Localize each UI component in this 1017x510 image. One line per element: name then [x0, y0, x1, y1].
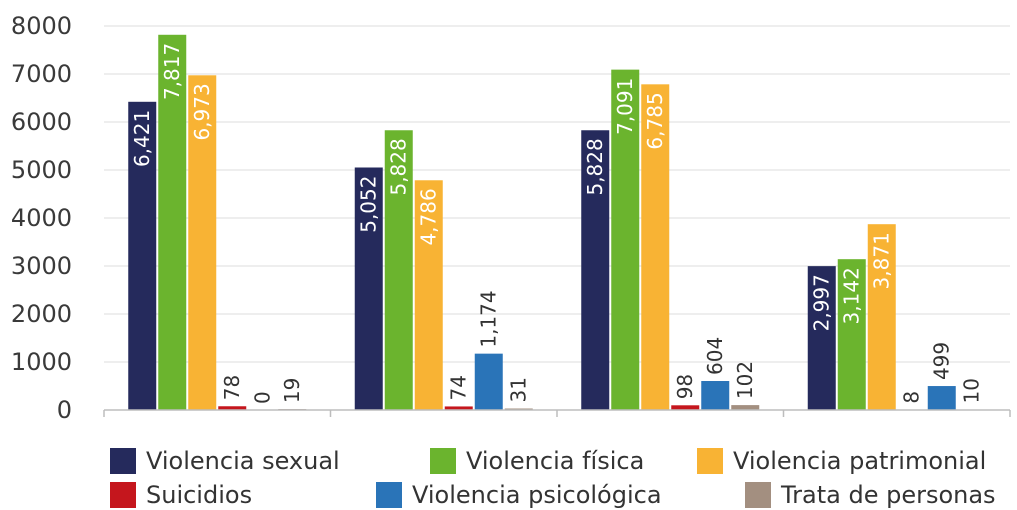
data-label: 2,997 [810, 274, 834, 331]
y-tick-label: 3000 [11, 252, 72, 280]
bar-chart: 0 1000 2000 3000 4000 5000 6000 7000 8000 6,421 5… [0, 0, 1017, 436]
legend-item-trata-de-personas: Trata de personas [745, 480, 996, 510]
legend-swatch [430, 448, 456, 474]
y-tick-label: 8000 [11, 12, 72, 40]
legend-label: Violencia psicológica [412, 481, 662, 509]
bar [701, 381, 729, 410]
legend-item-suicidios: Suicidios [110, 480, 252, 510]
data-label: 604 [703, 337, 727, 375]
legend-item-violencia-sexual: Violencia sexual [110, 446, 340, 476]
y-axis-ticks: 0 1000 2000 3000 4000 5000 6000 7000 8000 [11, 12, 72, 424]
data-label: 5,052 [357, 176, 381, 233]
y-tick-label: 1000 [11, 348, 72, 376]
data-label: 5,828 [583, 138, 607, 195]
data-label: 6,785 [643, 92, 667, 149]
legend-label: Suicidios [146, 481, 252, 509]
bar [475, 354, 503, 410]
y-tick-label: 2000 [11, 300, 72, 328]
data-label: 102 [733, 361, 757, 399]
data-label: 98 [673, 374, 697, 399]
data-label: 7,817 [160, 43, 184, 100]
y-tick-label: 7000 [11, 60, 72, 88]
data-label: 5,828 [387, 138, 411, 195]
data-label: 78 [220, 375, 244, 400]
legend-item-violencia-psicologica: Violencia psicológica [376, 480, 662, 510]
legend-label: Violencia física [466, 447, 644, 475]
data-label: 7,091 [613, 78, 637, 135]
data-label: 74 [447, 375, 471, 400]
legend-swatch [697, 448, 723, 474]
legend-swatch [110, 482, 136, 508]
y-tick-label: 5000 [11, 156, 72, 184]
legend: Violencia sexual Violencia física Violen… [0, 436, 1017, 509]
y-tick-label: 6000 [11, 108, 72, 136]
data-label: 19 [280, 378, 304, 403]
legend-label: Trata de personas [781, 481, 996, 509]
x-axis [104, 410, 1010, 417]
legend-label: Violencia sexual [146, 447, 340, 475]
data-label: 10 [960, 378, 984, 403]
data-label: 8 [900, 391, 924, 404]
data-label: 3,871 [870, 232, 894, 289]
bar [928, 386, 956, 410]
data-label: 1,174 [477, 290, 501, 347]
data-label: 6,421 [130, 110, 154, 167]
legend-swatch [110, 448, 136, 474]
data-label: 4,786 [417, 188, 441, 245]
bars [128, 35, 986, 410]
y-tick-label: 0 [57, 396, 72, 424]
data-label: 6,973 [190, 83, 214, 140]
legend-label: Violencia patrimonial [733, 447, 986, 475]
data-label: 3,142 [840, 267, 864, 324]
data-label: 499 [930, 342, 954, 380]
legend-swatch [376, 482, 402, 508]
legend-swatch [745, 482, 771, 508]
legend-item-violencia-patrimonial: Violencia patrimonial [697, 446, 986, 476]
legend-item-violencia-fisica: Violencia física [430, 446, 644, 476]
y-tick-label: 4000 [11, 204, 72, 232]
data-label: 0 [250, 391, 274, 404]
data-label: 31 [507, 377, 531, 402]
